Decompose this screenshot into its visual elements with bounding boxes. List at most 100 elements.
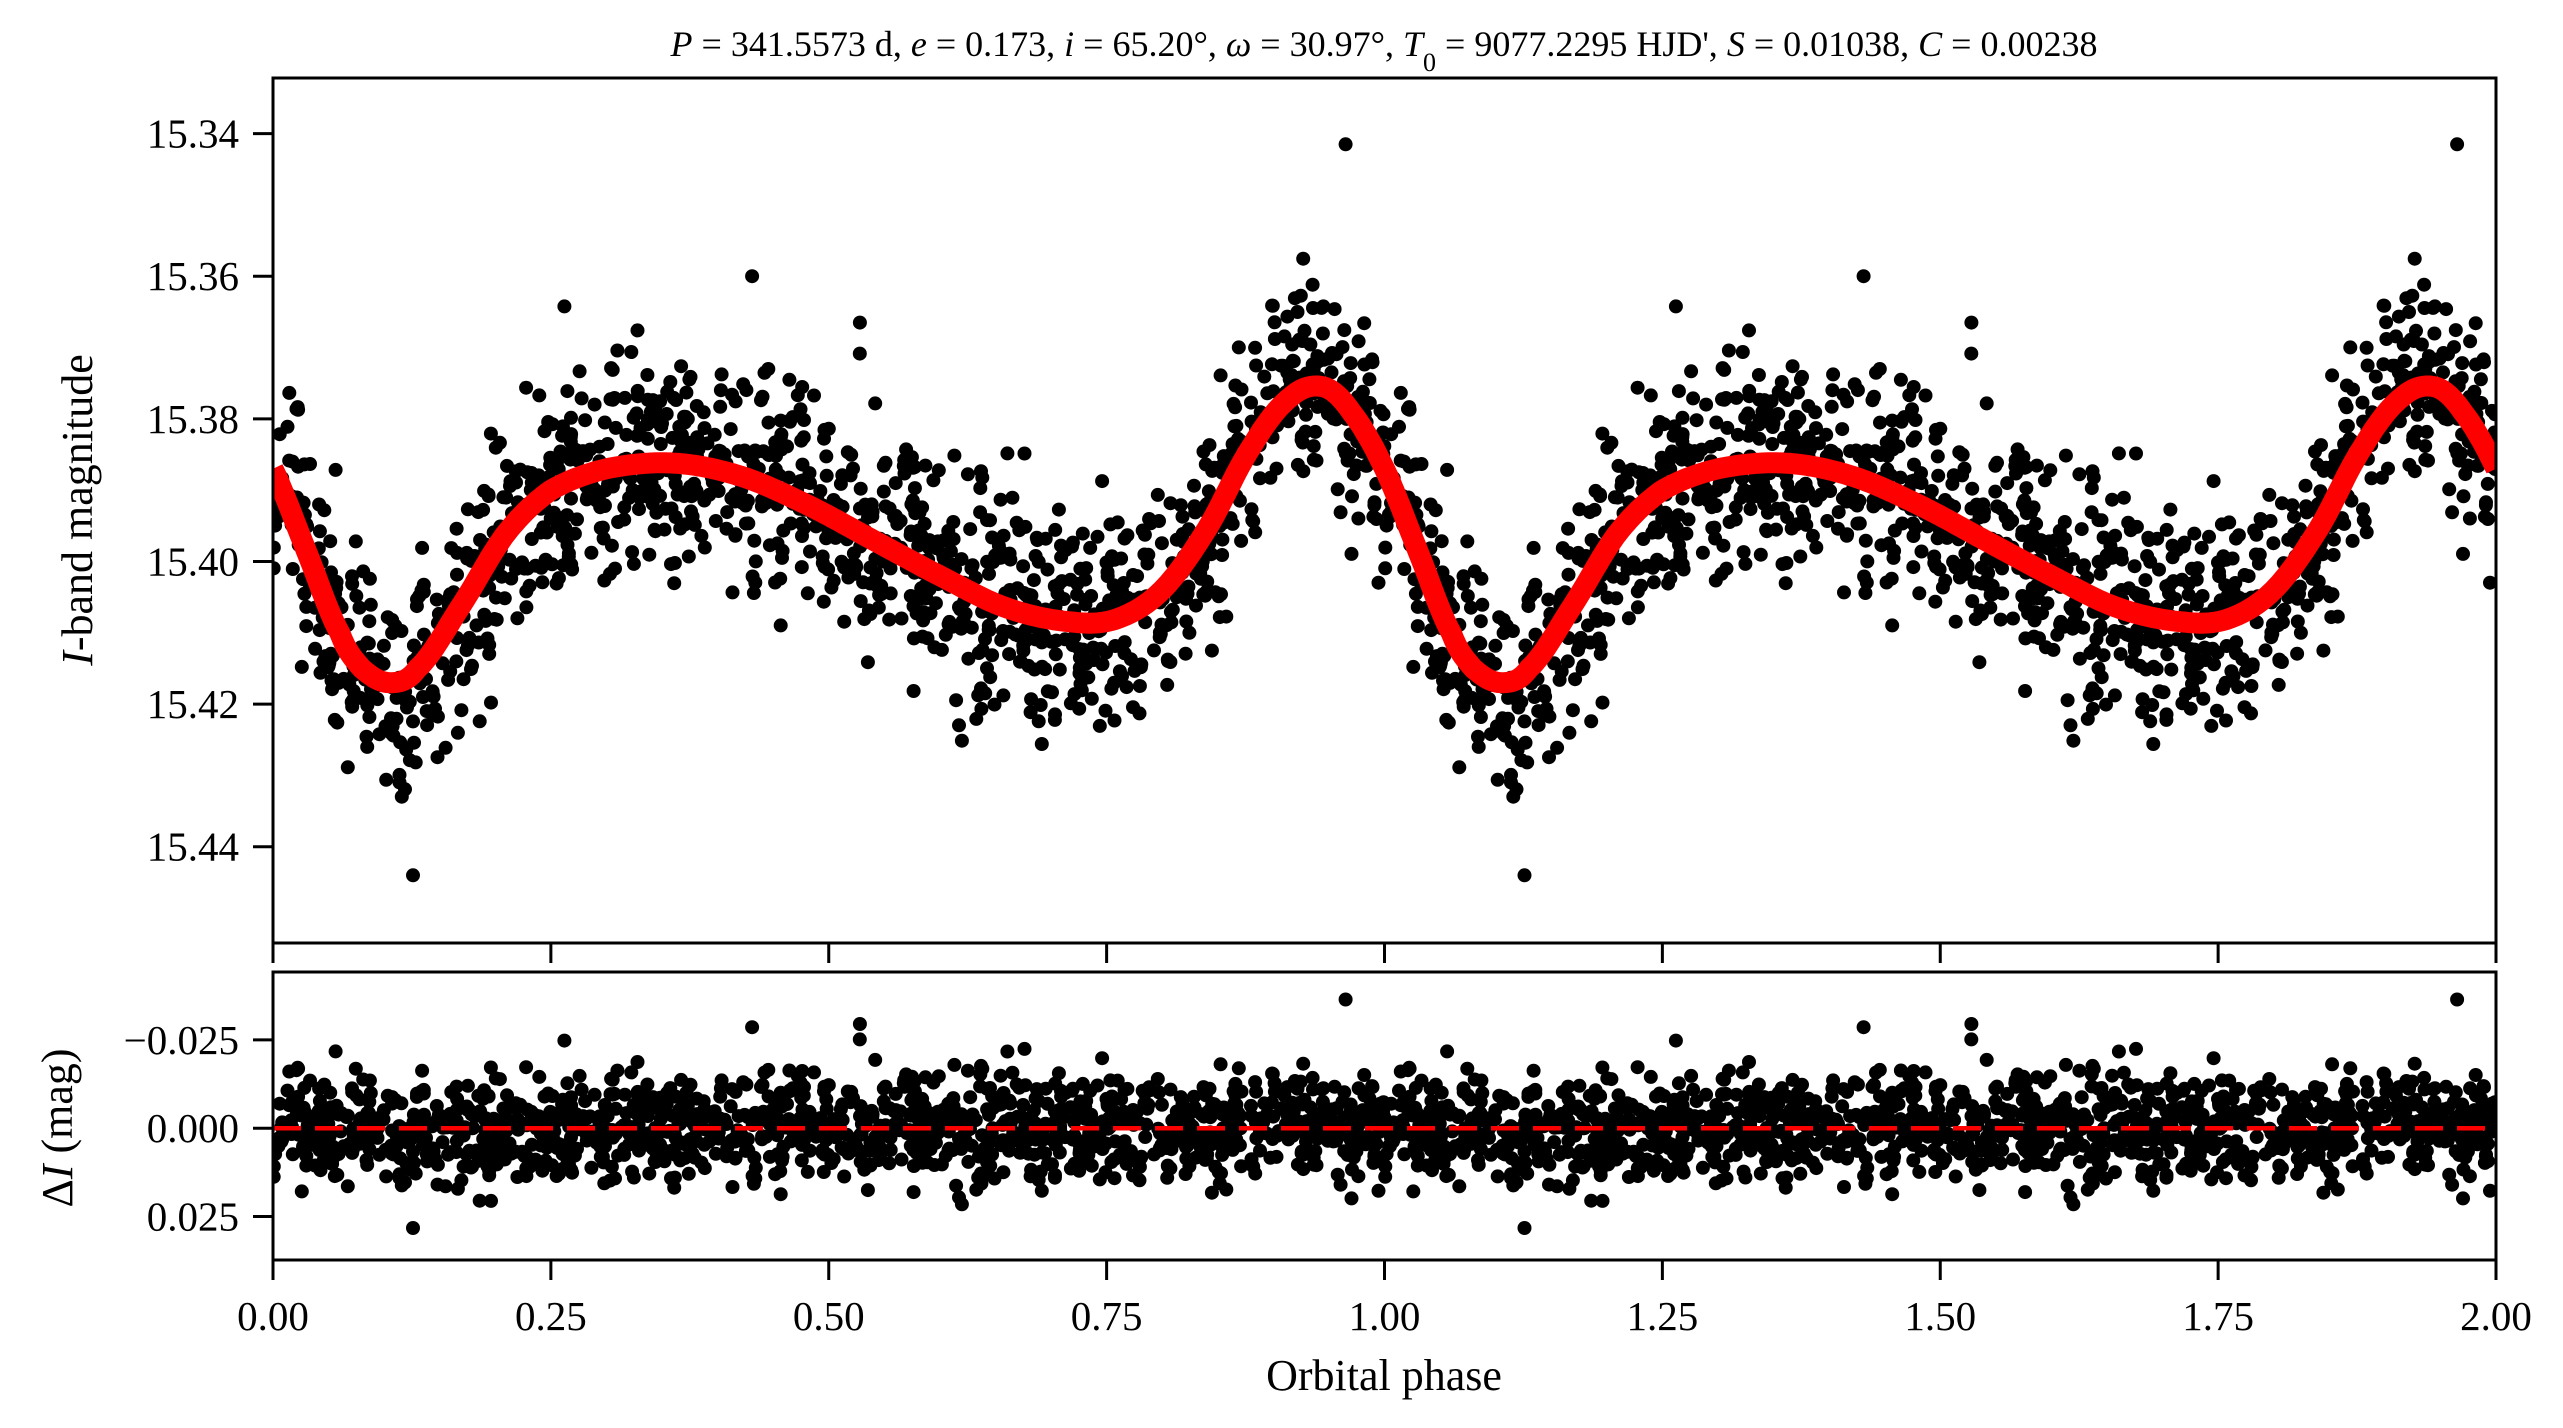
observation-point <box>697 421 712 436</box>
residual-point <box>819 1101 834 1116</box>
observation-point <box>1643 388 1658 403</box>
observation-point <box>1712 437 1727 451</box>
observation-point <box>653 394 668 409</box>
observation-point <box>1257 369 1272 384</box>
observation-point <box>803 544 817 559</box>
observation-point <box>1246 514 1261 529</box>
residual-point <box>1306 1157 1321 1172</box>
observation-point <box>2402 457 2417 472</box>
residual-point <box>748 1160 763 1175</box>
observation-point <box>663 375 678 389</box>
observation-point <box>619 427 634 442</box>
residual-point <box>1196 1150 1211 1165</box>
residual-point <box>446 1108 461 1123</box>
observation-point <box>1244 502 1259 517</box>
observation-point <box>1744 490 1759 505</box>
residual-point <box>687 1150 702 1165</box>
observation-point <box>1547 656 1562 671</box>
observation-point <box>441 672 456 687</box>
observation-point <box>904 450 919 465</box>
residual-point <box>1023 1169 1038 1184</box>
residual-point <box>1886 1153 1901 1168</box>
observation-point <box>327 712 342 727</box>
observation-point <box>2379 332 2394 346</box>
observation-point <box>483 426 498 441</box>
observation-point <box>1436 673 1450 688</box>
title-part: T <box>1403 24 1426 64</box>
residual-point <box>574 1082 589 1097</box>
observation-point <box>682 372 697 387</box>
residual-point <box>882 1156 897 1171</box>
residual-point <box>878 1079 893 1094</box>
residual-point <box>1267 1084 1282 1099</box>
residual-point <box>1026 1103 1041 1118</box>
observation-point <box>1290 457 1305 472</box>
observation-point <box>813 484 828 498</box>
observation-point <box>2421 349 2436 364</box>
residual-point <box>1189 1135 1204 1149</box>
observation-point <box>2213 554 2228 569</box>
residual-point <box>435 1135 450 1150</box>
observation-point <box>1990 455 2004 470</box>
observation-point <box>1038 662 1053 677</box>
observation-point <box>1373 403 1388 418</box>
observation-point <box>1988 484 2003 499</box>
residual-point <box>800 1164 815 1179</box>
observation-point <box>922 582 937 597</box>
residual-point <box>1040 1096 1055 1111</box>
observation-point <box>1967 575 1982 590</box>
observation-point <box>1836 387 1851 402</box>
residual-point <box>870 1143 885 1157</box>
residual-point <box>1213 1057 1228 1072</box>
observation-point <box>1790 385 1805 400</box>
observation-point <box>1126 568 1141 582</box>
observation-point <box>1576 658 1591 673</box>
observation-point <box>1976 509 1991 524</box>
observation-point <box>955 614 970 629</box>
observation-point <box>1858 586 1873 600</box>
observation-point <box>1906 380 1921 394</box>
observation-point <box>1914 544 1929 559</box>
observation-point <box>1406 659 1421 674</box>
observation-point <box>2399 291 2414 306</box>
residual-point <box>846 1133 861 1147</box>
residual-point <box>840 1084 855 1099</box>
observation-point <box>2442 482 2457 497</box>
residual-point <box>1175 1096 1190 1111</box>
observation-point <box>1969 497 1984 512</box>
observation-point <box>2287 509 2301 524</box>
observation-point <box>1189 566 1204 581</box>
observation-point <box>774 442 789 457</box>
residual-point <box>667 1170 682 1185</box>
observation-point <box>1280 309 1295 324</box>
observation-point <box>359 729 374 744</box>
residual-point <box>1751 1077 1766 1092</box>
residual-point <box>663 1081 678 1096</box>
residual-point <box>2058 1057 2073 1072</box>
observation-point <box>2152 684 2167 699</box>
observation-point <box>928 596 943 611</box>
observation-point <box>1248 340 1263 355</box>
residual-point <box>1801 1091 1816 1106</box>
observation-point <box>456 672 471 687</box>
residual-point <box>878 1101 893 1116</box>
observation-point <box>1504 775 1518 790</box>
observation-point <box>746 586 761 600</box>
observation-point <box>1159 618 1174 633</box>
observation-point <box>1789 517 1804 532</box>
residual-point <box>584 1160 599 1175</box>
residual-point <box>776 1139 791 1154</box>
residual-point <box>1081 1148 1096 1162</box>
observation-point <box>2094 513 2109 528</box>
observation-point <box>2355 395 2370 410</box>
observation-point <box>1506 789 1521 804</box>
observation-point <box>550 455 564 469</box>
residual-point <box>523 1113 538 1128</box>
residual-point <box>1163 1082 1178 1097</box>
observation-point <box>1343 356 1358 371</box>
observation-point <box>312 497 327 512</box>
observation-point <box>1344 546 1359 561</box>
observation-point <box>2178 629 2193 644</box>
residual-point <box>1345 1162 1359 1177</box>
